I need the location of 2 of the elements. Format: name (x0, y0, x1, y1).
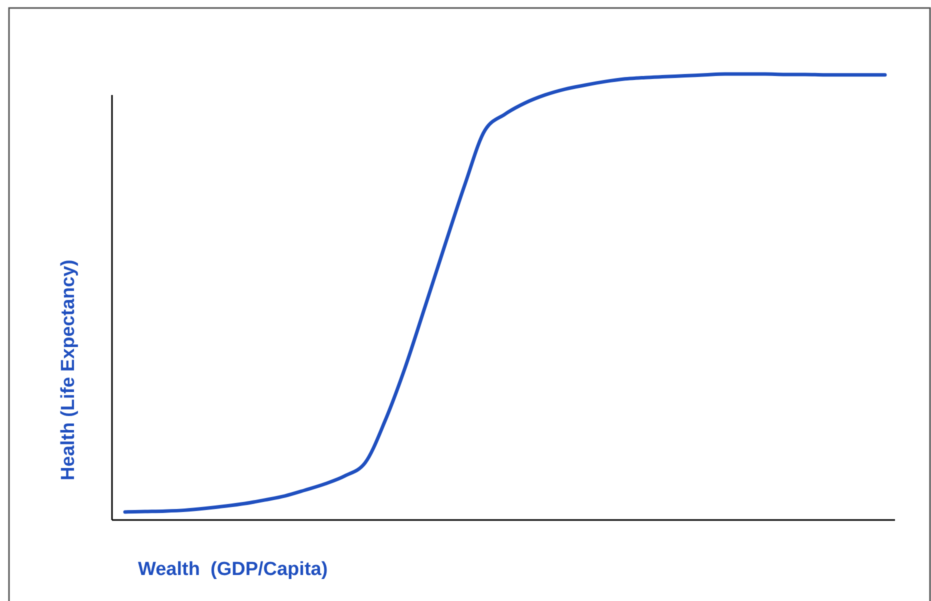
y-axis-title: Health (Life Expectancy) (58, 260, 79, 480)
x-axis-title: Wealth (GDP/Capita) (138, 559, 328, 580)
